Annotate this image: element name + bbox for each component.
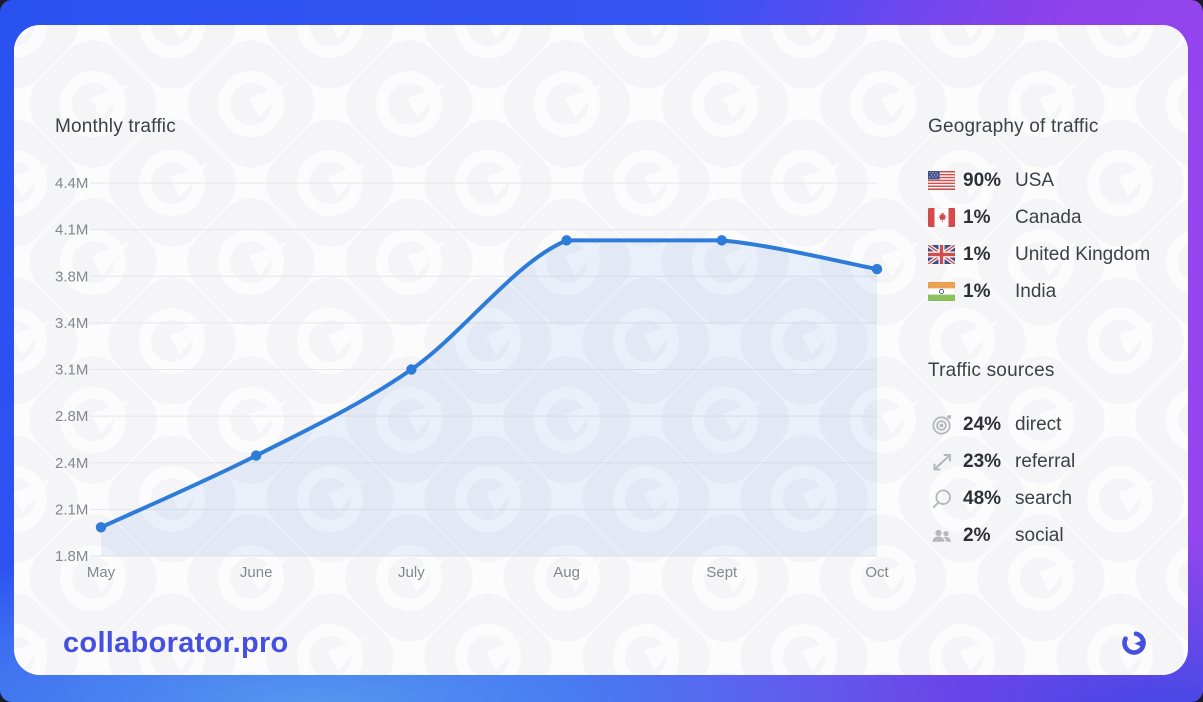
target-icon	[928, 414, 955, 436]
stat-percent: 1%	[963, 206, 991, 228]
stat-row: 1% India	[928, 273, 1180, 310]
sources-title: Traffic sources	[928, 360, 1055, 381]
y-axis-tick: 4.4M	[55, 175, 88, 192]
data-point-aug[interactable]	[561, 235, 572, 246]
geography-section: Geography of traffic 90% USA 1% Canada 1…	[928, 116, 1180, 310]
stat-label: India	[1015, 280, 1057, 302]
x-axis-tick: June	[240, 564, 273, 581]
stat-percent: 2%	[963, 524, 991, 546]
y-axis-tick: 4.1M	[55, 222, 88, 239]
y-axis-tick: 3.8M	[55, 268, 88, 285]
referral-arrows-icon	[928, 451, 955, 473]
traffic-area-fill	[101, 240, 877, 556]
y-axis-tick: 3.4M	[55, 315, 88, 332]
data-point-oct[interactable]	[871, 263, 883, 275]
data-point-may[interactable]	[95, 522, 107, 533]
social-users-icon	[928, 525, 955, 547]
geography-list: 90% USA 1% Canada 1% United Kingdom 1% I…	[928, 162, 1180, 310]
traffic-line	[99, 238, 879, 530]
stat-row: 90% USA	[928, 162, 1180, 199]
monthly-traffic-line-chart: 4.4M 4.1M 3.8M 3.4M 3.1M 2.8M 2.4M 2.1M 1.8M May J…	[42, 168, 894, 590]
stat-row: 1% United Kingdom	[928, 236, 1180, 273]
data-point-sept[interactable]	[716, 235, 727, 246]
stat-percent: 1%	[963, 280, 991, 302]
y-axis-tick: 2.8M	[55, 408, 88, 425]
flag-usa-icon	[928, 171, 955, 190]
y-axis-tick: 3.1M	[55, 362, 88, 379]
stat-percent: 90%	[963, 169, 1002, 191]
sources-section: Traffic sources 24% direct 23% referral …	[928, 360, 1180, 554]
collaborator-logo-icon	[1120, 629, 1148, 657]
stat-label: direct	[1015, 413, 1062, 435]
stat-row: 48% search	[928, 480, 1180, 517]
sources-list: 24% direct 23% referral 48% search 2% so…	[928, 406, 1180, 554]
stat-percent: 48%	[963, 487, 1002, 509]
stat-label: USA	[1015, 169, 1055, 191]
x-axis-tick: July	[398, 564, 425, 581]
stat-row: 23% referral	[928, 443, 1180, 480]
x-axis-tick: Aug	[553, 564, 580, 581]
flag-canada-icon	[928, 208, 955, 227]
geography-title: Geography of traffic	[928, 116, 1099, 137]
stat-row: 1% Canada	[928, 199, 1180, 236]
stat-row: 2% social	[928, 517, 1180, 554]
stat-row: 24% direct	[928, 406, 1180, 443]
brand-link[interactable]: collaborator.pro	[63, 627, 289, 659]
stat-label: United Kingdom	[1015, 243, 1151, 265]
x-axis-tick: Sept	[706, 564, 738, 581]
flag-uk-icon	[928, 245, 955, 264]
search-icon	[928, 488, 955, 510]
data-point-june[interactable]	[251, 450, 262, 461]
stats-panel: Geography of traffic 90% USA 1% Canada 1…	[928, 116, 1180, 554]
stat-percent: 23%	[963, 450, 1002, 472]
chart-title: Monthly traffic	[55, 116, 176, 137]
stat-percent: 24%	[963, 413, 1002, 435]
y-axis-tick: 1.8M	[55, 548, 88, 565]
x-axis-tick: May	[87, 564, 116, 581]
y-axis-tick: 2.4M	[55, 455, 88, 472]
stat-percent: 1%	[963, 243, 991, 265]
x-axis-tick: Oct	[865, 564, 889, 581]
stat-label: social	[1015, 524, 1064, 546]
stat-label: Canada	[1015, 206, 1082, 228]
stat-label: search	[1015, 487, 1073, 509]
stat-label: referral	[1015, 450, 1076, 472]
report-card: Monthly traffic 4.4M 4.1M 3.8M 3.4M 3.1M 2.8M…	[14, 25, 1188, 675]
y-axis-tick: 2.1M	[55, 501, 88, 518]
flag-india-icon	[928, 282, 955, 301]
data-point-july[interactable]	[406, 364, 417, 375]
